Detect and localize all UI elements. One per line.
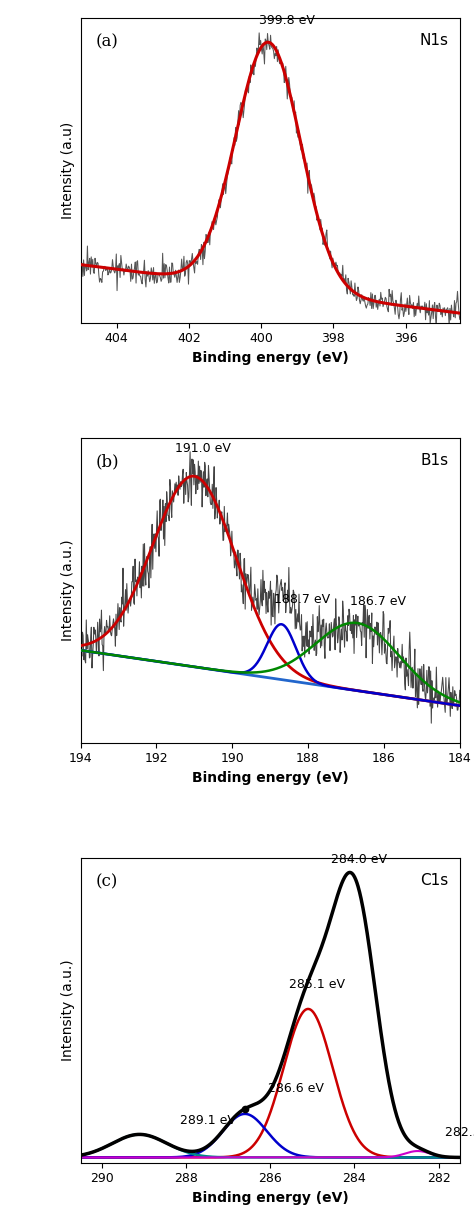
Text: (b): (b) — [96, 453, 119, 470]
Y-axis label: Intensity (a.u.): Intensity (a.u.) — [61, 959, 75, 1061]
Text: C1s: C1s — [420, 873, 448, 889]
Text: 284.0 eV: 284.0 eV — [331, 854, 387, 866]
Text: (c): (c) — [96, 873, 118, 890]
Text: 289.1 eV: 289.1 eV — [180, 1114, 236, 1126]
Text: 399.8 eV: 399.8 eV — [259, 13, 315, 27]
Text: N1s: N1s — [419, 34, 448, 48]
Text: (a): (a) — [96, 34, 118, 51]
Text: 191.0 eV: 191.0 eV — [175, 442, 231, 454]
Text: 286.6 eV: 286.6 eV — [268, 1081, 324, 1095]
Text: 285.1 eV: 285.1 eV — [289, 978, 345, 991]
Text: 282.5 eV: 282.5 eV — [445, 1126, 474, 1140]
Y-axis label: Intensity (a.u): Intensity (a.u) — [61, 122, 75, 219]
Text: 186.7 eV: 186.7 eV — [350, 595, 406, 608]
Text: 188.7 eV: 188.7 eV — [274, 593, 330, 606]
X-axis label: Binding energy (eV): Binding energy (eV) — [192, 351, 348, 365]
Text: B1s: B1s — [420, 453, 448, 469]
X-axis label: Binding energy (eV): Binding energy (eV) — [192, 771, 348, 785]
Y-axis label: Intensity (a.u.): Intensity (a.u.) — [61, 540, 75, 641]
X-axis label: Binding energy (eV): Binding energy (eV) — [192, 1190, 348, 1205]
